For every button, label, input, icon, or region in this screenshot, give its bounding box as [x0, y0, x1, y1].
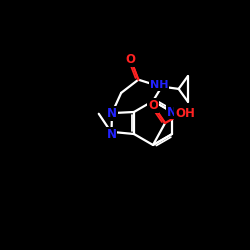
Text: N: N — [107, 106, 117, 120]
Text: N: N — [106, 128, 117, 140]
Text: OH: OH — [175, 106, 195, 120]
Text: NH: NH — [150, 80, 169, 90]
Text: N: N — [167, 106, 177, 118]
Text: O: O — [148, 99, 158, 112]
Text: O: O — [126, 53, 136, 66]
